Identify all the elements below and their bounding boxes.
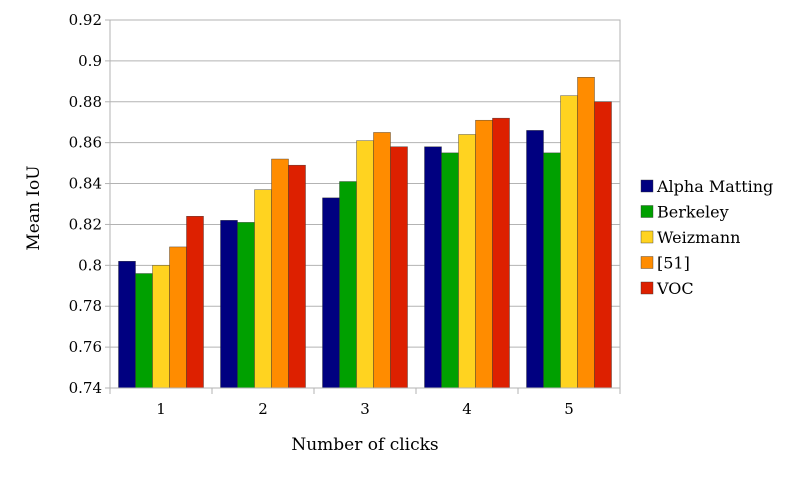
x-tick-label: 1 xyxy=(156,400,166,418)
legend-item: VOC xyxy=(640,279,694,298)
legend: Alpha Matting Berkeley Weizmann [51] VOC xyxy=(640,177,773,298)
bar-berkeley-3 xyxy=(339,181,357,389)
y-tick-label: 0.78 xyxy=(69,297,102,315)
bar-berkeley-2 xyxy=(237,222,255,389)
y-tick-label: 0.8 xyxy=(78,256,102,274)
bar-51-4 xyxy=(475,119,493,389)
legend-label: [51] xyxy=(657,254,690,273)
legend-swatch xyxy=(640,179,654,193)
y-tick-label: 0.9 xyxy=(78,52,102,70)
y-axis-ticks: 0.74 0.76 0.78 0.8 0.82 0.84 0.86 0.88 0.9 0.92 xyxy=(69,11,110,397)
y-tick-label: 0.86 xyxy=(69,134,102,152)
bar-weizmann-5 xyxy=(560,95,578,389)
bar-alpha-matting-1 xyxy=(118,261,136,389)
bar-weizmann-2 xyxy=(254,189,272,389)
bar-voc-4 xyxy=(492,117,510,389)
legend-item: Alpha Matting xyxy=(640,177,773,196)
bar-51-5 xyxy=(577,77,595,389)
bar-berkeley-5 xyxy=(543,152,561,389)
x-tick-label: 5 xyxy=(564,400,574,418)
legend-label: Berkeley xyxy=(657,203,729,222)
x-tick-label: 2 xyxy=(258,400,268,418)
bar-weizmann-1 xyxy=(152,265,170,389)
bar-berkeley-1 xyxy=(135,273,153,389)
y-tick-label: 0.84 xyxy=(69,175,102,193)
y-tick-label: 0.76 xyxy=(69,338,102,356)
y-tick-label: 0.92 xyxy=(69,11,102,29)
bar-weizmann-4 xyxy=(458,134,476,389)
y-axis-label: Mean IoU xyxy=(24,165,44,250)
bar-alpha-matting-4 xyxy=(424,146,442,389)
y-tick-label: 0.88 xyxy=(69,93,102,111)
bar-voc-3 xyxy=(390,146,408,389)
x-tick-label: 3 xyxy=(360,400,370,418)
y-tick-label: 0.82 xyxy=(69,215,102,233)
bar-alpha-matting-2 xyxy=(220,220,238,389)
legend-item: [51] xyxy=(640,254,690,273)
legend-label: Alpha Matting xyxy=(656,177,773,196)
x-axis-ticks: 1 2 3 4 5 xyxy=(109,388,621,418)
bar-alpha-matting-5 xyxy=(526,130,544,389)
legend-swatch xyxy=(640,256,654,269)
bar-alpha-matting-3 xyxy=(322,197,340,389)
bar-weizmann-3 xyxy=(356,140,374,389)
bar-51-3 xyxy=(373,132,391,389)
bar-voc-5 xyxy=(594,101,612,389)
legend-label: Weizmann xyxy=(657,228,740,247)
bar-berkeley-4 xyxy=(441,152,459,389)
bar-51-1 xyxy=(169,246,187,389)
legend-label: VOC xyxy=(656,279,694,298)
x-tick-label: 4 xyxy=(462,400,472,418)
legend-swatch xyxy=(640,205,654,218)
legend-item: Berkeley xyxy=(640,203,729,222)
legend-item: Weizmann xyxy=(640,228,740,247)
bars xyxy=(118,77,612,389)
x-axis-label: Number of clicks xyxy=(291,435,438,455)
bar-51-2 xyxy=(271,158,289,389)
legend-swatch xyxy=(640,230,654,244)
plot-frame xyxy=(109,19,621,389)
bar-voc-1 xyxy=(186,216,204,389)
legend-swatch xyxy=(640,281,654,295)
y-tick-label: 0.74 xyxy=(69,379,102,397)
bar-voc-2 xyxy=(288,164,306,389)
